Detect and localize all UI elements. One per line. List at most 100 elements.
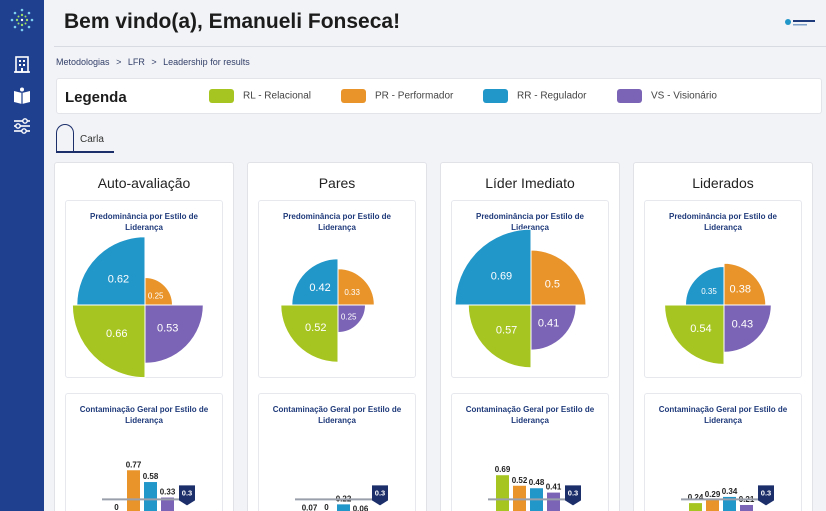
pie-chart-title: Predominância por Estilo de Liderança	[475, 212, 585, 232]
bar-label-rl: 0.69	[495, 465, 511, 474]
breadcrumb-item-lfr[interactable]: LFR	[127, 57, 145, 67]
bar-label-rl: 0.07	[302, 504, 318, 511]
bar-pr	[513, 485, 526, 511]
pie-label-vs: 0.53	[157, 323, 178, 335]
bar-vs	[740, 504, 753, 511]
bar-rl	[689, 503, 702, 511]
pie-label-rl: 0.57	[496, 324, 517, 336]
tab-label: Carla	[80, 134, 104, 145]
legend-swatch-rr	[483, 89, 508, 103]
pie-slice-pr	[144, 276, 174, 306]
bar-panel: Contaminação Geral por Estilo de Lideran…	[258, 393, 416, 511]
bar-label-rr: 0.58	[143, 472, 159, 481]
pie-label-rl: 0.66	[106, 328, 127, 340]
bar-label-pr: 0.77	[126, 460, 142, 469]
header-divider	[54, 46, 826, 47]
threshold-label: 0.3	[375, 488, 385, 497]
pie-label-rr: 0.62	[108, 273, 129, 285]
breadcrumb-item-current: Leadership for results	[163, 57, 250, 67]
card-title: Auto-avaliação	[97, 175, 191, 191]
pie-chart-title: Predominância por Estilo de Liderança	[282, 212, 392, 232]
pie-chart-title: Predominância por Estilo de Liderança	[668, 212, 778, 232]
card-title: Pares	[318, 175, 356, 191]
sliders-icon[interactable]	[12, 116, 32, 136]
bar-panel: Contaminação Geral por Estilo de Lideran…	[644, 393, 802, 511]
bar-vs	[161, 497, 174, 511]
pie-label-rr: 0.42	[309, 282, 330, 294]
bar-label-vs: 0.41	[546, 483, 562, 492]
pie-slice-rr	[454, 229, 532, 306]
card-auto-avaliacao: Auto-avaliação Predominância por Estilo …	[54, 162, 234, 511]
pie-chart: 0.62 0.25 0.53 0.66	[71, 236, 204, 379]
dots-logo-icon[interactable]	[10, 8, 34, 32]
page-title: Bem vindo(a), Emanueli Fonseca!	[64, 10, 401, 33]
legend-label: RR - Regulador	[517, 90, 587, 102]
breadcrumb-item-metodologias[interactable]: Metodologias	[56, 57, 110, 67]
tab-icon	[56, 124, 74, 152]
pie-label-vs: 0.43	[732, 318, 753, 330]
bar-label-pr: 0.29	[705, 490, 721, 499]
pie-slice-rl	[71, 304, 146, 379]
pie-slice-vs	[530, 304, 577, 351]
pie-panel: Predominância por Estilo de Liderança 0.…	[258, 200, 416, 378]
bar-label-pr: 0	[324, 503, 329, 511]
pie-slice-rl	[280, 304, 339, 363]
pie-label-vs: 0.25	[341, 313, 357, 322]
bar-pr	[127, 470, 140, 511]
breadcrumb-separator: >	[151, 57, 157, 67]
bar-rr	[337, 504, 350, 511]
bar-label-vs: 0.06	[353, 504, 369, 511]
bar-rr	[144, 482, 157, 511]
legend-swatch-rl	[209, 89, 234, 103]
threshold-label: 0.3	[182, 488, 192, 497]
bar-chart: 0.24 0.29 0.340.210.3	[681, 485, 774, 511]
bar-chart-title: Contaminação Geral por Estilo de Lideran…	[272, 405, 402, 425]
bar-chart: 0 0.770.580.33 0.3	[102, 460, 195, 511]
pie-slice-rr	[291, 258, 339, 306]
bar-label-vs: 0.33	[160, 488, 176, 497]
pie-label-pr: 0.5	[545, 279, 560, 291]
pie-chart: 0.42 0.33 0.25 0.52	[280, 258, 375, 363]
pie-panel: Predominância por Estilo de Liderança 0.…	[644, 200, 802, 378]
brand-logo-icon	[785, 19, 815, 26]
threshold-badge	[758, 485, 774, 506]
legend-item-rl: RL - Relacional	[209, 89, 311, 103]
bar-panel: Contaminação Geral por Estilo de Lideran…	[451, 393, 609, 511]
bar-vs	[547, 492, 560, 511]
pie-label-pr: 0.33	[344, 288, 360, 297]
pie-slice-rl	[467, 304, 532, 369]
pie-slice-vs	[144, 304, 204, 364]
pie-slice-vs	[337, 304, 367, 334]
bar-chart: 0.690.52 0.48 0.41 0.3	[488, 465, 581, 511]
pie-label-vs: 0.41	[538, 318, 559, 330]
pie-chart: 0.35 0.38 0.43 0.54	[664, 262, 772, 365]
open-book-icon[interactable]	[12, 86, 32, 106]
legend-item-vs: VS - Visionário	[617, 89, 717, 103]
bar-chart-title: Contaminação Geral por Estilo de Lideran…	[79, 405, 209, 425]
card-liderados: Liderados Predominância por Estilo de Li…	[633, 162, 813, 511]
card-lider-imediato: Líder Imediato Predominância por Estilo …	[440, 162, 620, 511]
bar-rr	[723, 496, 736, 511]
legend-swatch-pr	[341, 89, 366, 103]
main-content: Bem vindo(a), Emanueli Fonseca! Metodolo…	[44, 0, 826, 511]
bar-label-rr: 0.48	[529, 478, 545, 487]
building-icon[interactable]	[12, 54, 32, 74]
bar-label-rl: 0.24	[688, 493, 704, 502]
pie-label-pr: 0.38	[730, 284, 751, 296]
threshold-badge	[372, 485, 388, 506]
pie-slice-rr	[684, 265, 725, 306]
pie-chart: 0.69 0.5 0.41 0.57	[454, 229, 587, 369]
pie-slice-pr	[723, 262, 767, 306]
legend-item-rr: RR - Regulador	[483, 89, 586, 103]
bar-rl	[496, 475, 509, 511]
legend-label: RL - Relacional	[243, 90, 311, 102]
pie-slice-rl	[664, 304, 725, 365]
card-title: Liderados	[692, 175, 754, 191]
threshold-badge	[179, 485, 195, 506]
breadcrumb: Metodologias > LFR > Leadership for resu…	[56, 57, 254, 67]
pie-panel: Predominância por Estilo de Liderança 0.…	[65, 200, 223, 379]
pie-slice-vs	[723, 304, 772, 353]
pie-slice-pr	[530, 249, 587, 306]
tab-carla[interactable]: Carla	[56, 124, 114, 153]
